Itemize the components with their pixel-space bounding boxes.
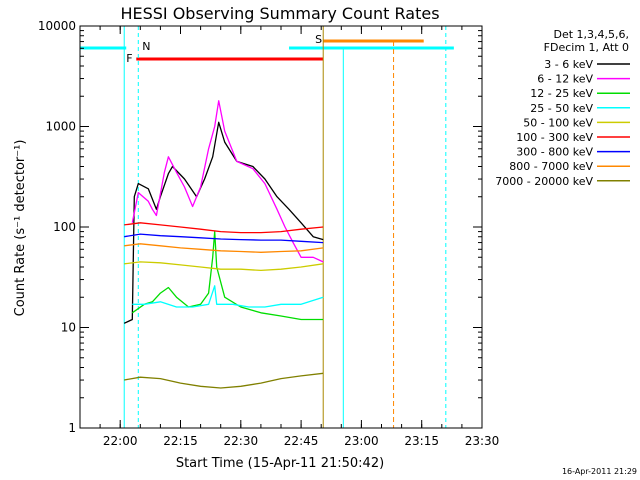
x-tick-label-3: 22:45	[284, 434, 319, 448]
flare-flag-label: F	[126, 52, 132, 65]
series-line-6	[124, 233, 324, 244]
timestamp-label: 16-Apr-2011 21:29	[562, 467, 637, 476]
y-axis: 1 10 100 1000 10000	[38, 19, 482, 435]
x-tick-label-1: 22:15	[163, 434, 198, 448]
series-line-0	[123, 121, 324, 324]
chart-title: HESSI Observing Summary Count Rates	[120, 4, 439, 23]
legend-label-4: 50 - 100 keV	[523, 116, 593, 129]
x-axis-label: Start Time (15-Apr-11 21:50:42)	[176, 456, 384, 471]
legend-header-line-1: Det 1,3,4,5,6,	[553, 28, 629, 41]
legend-label-6: 300 - 800 keV	[516, 146, 593, 159]
y-tick-label-0: 1	[68, 421, 76, 435]
x-tick-label-4: 23:00	[344, 434, 379, 448]
series-line-7	[124, 243, 324, 253]
x-tick-label-0: 22:00	[103, 434, 138, 448]
legend-label-7: 800 - 7000 keV	[509, 160, 593, 173]
saa-flag-label: S	[315, 33, 322, 46]
series-line-2	[131, 230, 324, 321]
series-line-4	[124, 261, 324, 272]
legend-label-3: 25 - 50 keV	[530, 102, 593, 115]
legend-header-line-2: FDecim 1, Att 0	[544, 41, 629, 54]
y-tick-label-4: 10000	[38, 19, 76, 33]
y-tick-label-2: 100	[53, 220, 76, 234]
x-axis: 22:00 22:15 22:30 22:45 23:00 23:15 23:30	[99, 26, 500, 448]
y-axis-label: Count Rate (s⁻¹ detector⁻¹)	[13, 140, 28, 317]
plot-area: NF S	[80, 26, 454, 428]
x-tick-label-6: 23:30	[465, 434, 500, 448]
x-tick-label-2: 22:30	[224, 434, 259, 448]
legend-label-8: 7000 - 20000 keV	[495, 175, 593, 188]
x-tick-label-5: 23:15	[404, 434, 439, 448]
series-line-1	[131, 100, 324, 263]
legend-label-5: 100 - 300 keV	[516, 131, 593, 144]
series-line-5	[124, 222, 324, 234]
legend-label-0: 3 - 6 keV	[544, 58, 593, 71]
series-line-8	[124, 372, 324, 389]
legend: Det 1,3,4,5,6, FDecim 1, Att 0 3 - 6 keV…	[495, 28, 630, 188]
series-line-3	[132, 285, 324, 308]
y-tick-label-3: 1000	[45, 120, 76, 134]
night-flag-label: N	[142, 40, 150, 53]
plot-frame	[79, 25, 483, 429]
legend-label-2: 12 - 25 keV	[530, 87, 593, 100]
y-tick-label-1: 10	[61, 321, 76, 335]
legend-label-1: 6 - 12 keV	[537, 73, 593, 86]
